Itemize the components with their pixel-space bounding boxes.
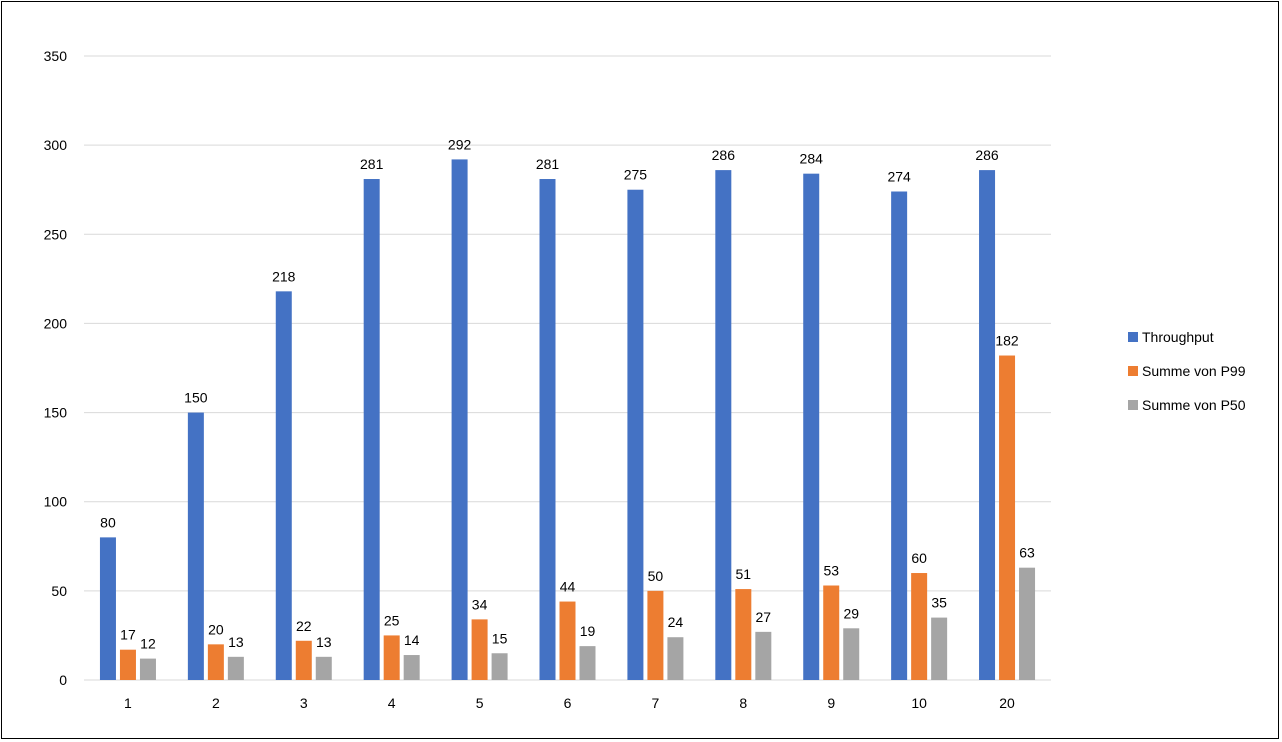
data-label: 292 (448, 136, 472, 152)
data-label: 50 (648, 568, 664, 584)
bar (803, 173, 820, 680)
legend-swatch (1128, 332, 1138, 342)
x-axis: 1 2 3 4 5 6 7 8 9 10 20 (124, 695, 1015, 711)
y-tick-label: 150 (44, 405, 68, 421)
bar (1019, 567, 1036, 680)
bar (491, 653, 508, 680)
bar (735, 589, 752, 680)
x-tick-label: 2 (212, 695, 220, 711)
bar (99, 537, 116, 680)
data-label: 281 (360, 156, 384, 172)
data-label: 27 (756, 609, 772, 625)
bar (979, 170, 996, 681)
data-label: 20 (208, 621, 224, 637)
data-label: 34 (472, 596, 488, 612)
bar (363, 179, 380, 680)
data-label: 63 (1019, 545, 1035, 561)
data-label: 13 (228, 634, 244, 650)
y-tick-label: 0 (59, 672, 67, 688)
data-label: 53 (823, 563, 839, 579)
data-label: 51 (736, 566, 752, 582)
y-tick-label: 350 (44, 48, 68, 64)
data-label: 29 (843, 605, 859, 621)
x-tick-label: 20 (999, 695, 1015, 711)
x-tick-label: 5 (476, 695, 484, 711)
bars (99, 159, 1036, 681)
x-tick-label: 4 (388, 695, 396, 711)
bar (579, 646, 596, 680)
data-label: 286 (975, 147, 999, 163)
data-label: 35 (931, 595, 947, 611)
data-label: 22 (296, 618, 312, 634)
data-label: 13 (316, 634, 332, 650)
bar (999, 355, 1016, 680)
legend-label: Summe von P50 (1142, 397, 1246, 413)
data-label: 15 (492, 630, 508, 646)
x-tick-label: 3 (300, 695, 308, 711)
bar (451, 159, 468, 681)
bar (315, 656, 332, 680)
legend-label: Throughput (1142, 329, 1214, 345)
bar (627, 189, 644, 680)
x-tick-label: 9 (827, 695, 835, 711)
data-label: 281 (536, 156, 560, 172)
data-label: 80 (100, 514, 116, 530)
data-label: 218 (272, 268, 296, 284)
bar (931, 617, 948, 680)
bar (227, 656, 244, 680)
y-tick-label: 250 (44, 226, 68, 242)
x-tick-label: 7 (652, 695, 660, 711)
bar (891, 191, 908, 681)
data-label: 14 (404, 632, 420, 648)
data-label: 150 (184, 390, 208, 406)
bar (559, 601, 576, 680)
bar (823, 585, 840, 680)
data-label: 60 (911, 550, 927, 566)
y-axis: 0 50 100 150 200 250 300 350 (44, 48, 68, 688)
bar (139, 658, 156, 680)
bar (295, 640, 312, 680)
data-label: 182 (995, 333, 1019, 349)
data-label: 17 (120, 627, 136, 643)
bar (715, 170, 732, 681)
bar (383, 635, 400, 680)
gridlines (84, 55, 1051, 681)
data-label: 19 (580, 623, 596, 639)
legend: Throughput Summe von P99 Summe von P50 (1128, 329, 1246, 413)
bar (275, 291, 292, 680)
legend-label: Summe von P99 (1142, 363, 1246, 379)
y-tick-label: 300 (44, 137, 68, 153)
bar (667, 637, 684, 680)
data-label: 25 (384, 612, 400, 628)
y-tick-label: 100 (44, 494, 68, 510)
data-label: 24 (668, 614, 684, 630)
bar (187, 412, 204, 680)
bar (647, 590, 664, 680)
legend-swatch (1128, 400, 1138, 410)
data-labels: 8017121502013218221328125142923415281441… (100, 136, 1035, 651)
data-label: 44 (560, 579, 576, 595)
y-tick-label: 50 (51, 583, 67, 599)
bar (911, 573, 928, 680)
data-label: 286 (712, 147, 736, 163)
x-tick-label: 8 (739, 695, 747, 711)
x-tick-label: 1 (124, 695, 132, 711)
x-tick-label: 10 (911, 695, 927, 711)
x-tick-label: 6 (564, 695, 572, 711)
bar (539, 179, 556, 680)
bar (471, 619, 488, 680)
y-tick-label: 200 (44, 315, 68, 331)
data-label: 274 (887, 168, 911, 184)
bar (119, 649, 136, 680)
data-label: 275 (624, 167, 648, 183)
bar (755, 631, 772, 680)
bar (403, 655, 420, 680)
legend-swatch (1128, 366, 1138, 376)
bar (207, 644, 224, 680)
bar (843, 628, 860, 680)
data-label: 284 (800, 151, 824, 167)
data-label: 12 (140, 636, 156, 652)
